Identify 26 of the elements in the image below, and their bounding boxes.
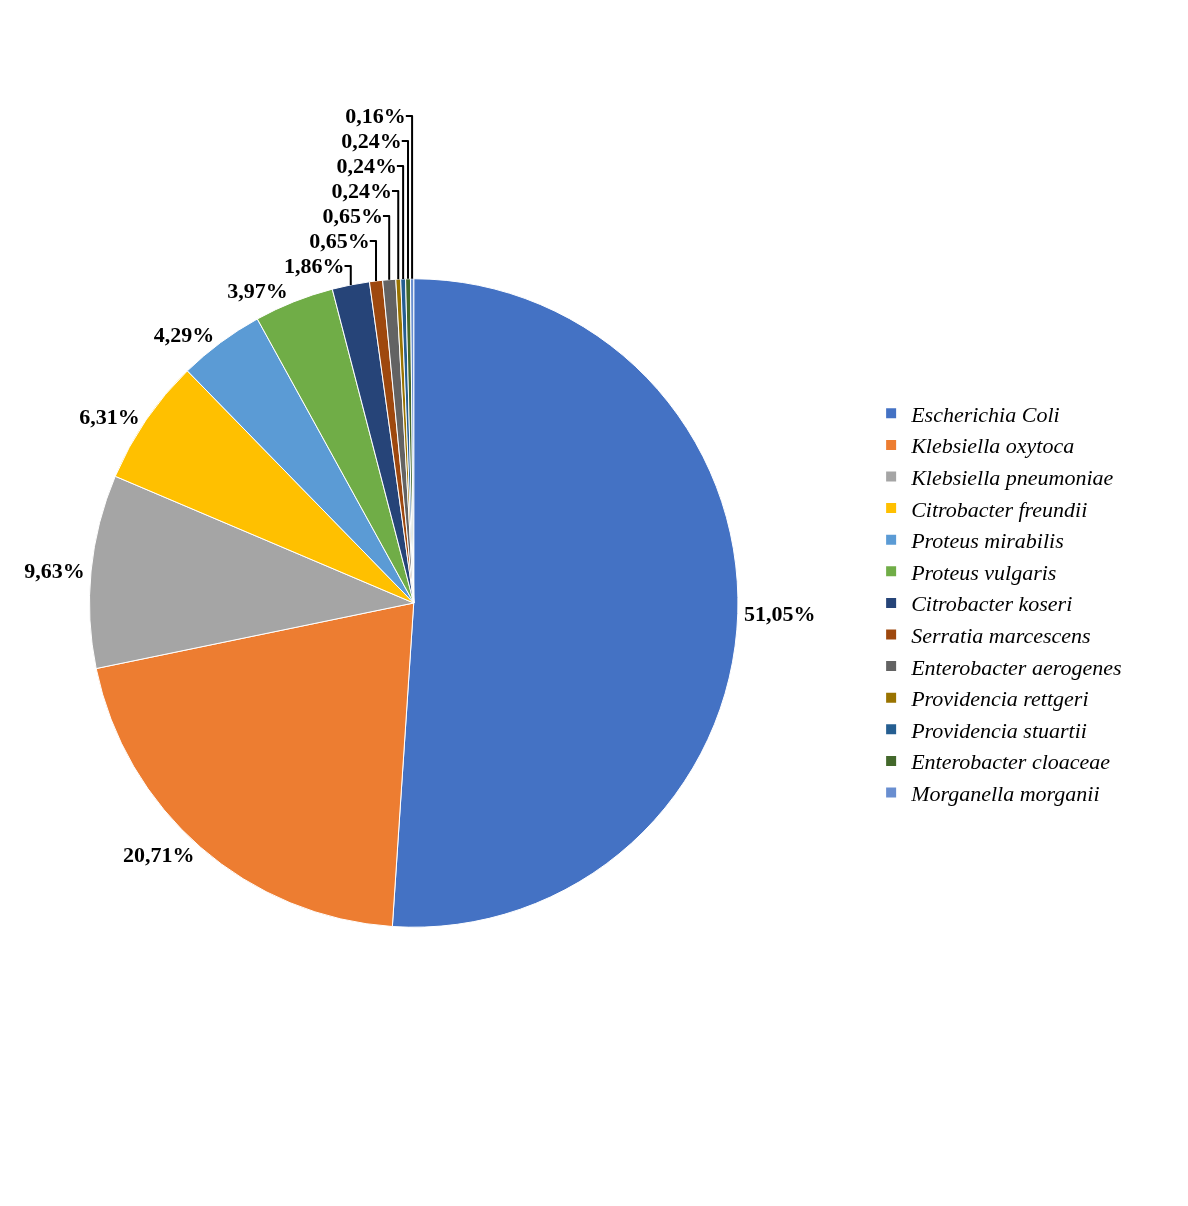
legend-label: Providencia rettgeri bbox=[910, 686, 1089, 712]
legend-label: Morganella morganii bbox=[910, 781, 1100, 807]
data-label: 9,63% bbox=[24, 558, 85, 584]
data-label: 51,05% bbox=[744, 601, 816, 627]
data-label: 0,65% bbox=[309, 228, 370, 254]
data-label: 0,16% bbox=[345, 103, 406, 129]
data-label: 0,24% bbox=[341, 128, 402, 154]
legend-label: Proteus vulgaris bbox=[910, 559, 1057, 585]
legend-label: Klebsiella pneumoniae bbox=[910, 465, 1114, 491]
legend-label: Providencia stuartii bbox=[910, 717, 1087, 743]
legend-label: Klebsiella oxytoca bbox=[910, 433, 1075, 459]
legend-label: Enterobacter aerogenes bbox=[910, 654, 1122, 680]
data-label: 0,24% bbox=[336, 153, 397, 179]
data-label: 6,31% bbox=[79, 403, 140, 429]
data-label: 3,97% bbox=[227, 278, 288, 304]
legend-label: Escherichia Coli bbox=[910, 401, 1060, 427]
legend-label: Serratia marcescens bbox=[911, 623, 1091, 649]
legend-label: Citrobacter freundii bbox=[911, 496, 1088, 522]
data-label: 4,29% bbox=[153, 321, 215, 347]
data-label: 0,24% bbox=[331, 178, 392, 204]
legend-label: Proteus mirabilis bbox=[910, 528, 1064, 554]
data-label: 20,71% bbox=[123, 842, 195, 868]
data-label: 1,86% bbox=[284, 253, 345, 279]
data-label: 0,65% bbox=[322, 203, 383, 229]
legend-label: Citrobacter koseri bbox=[911, 591, 1073, 617]
legend-label: Enterobacter cloaceae bbox=[910, 749, 1111, 775]
